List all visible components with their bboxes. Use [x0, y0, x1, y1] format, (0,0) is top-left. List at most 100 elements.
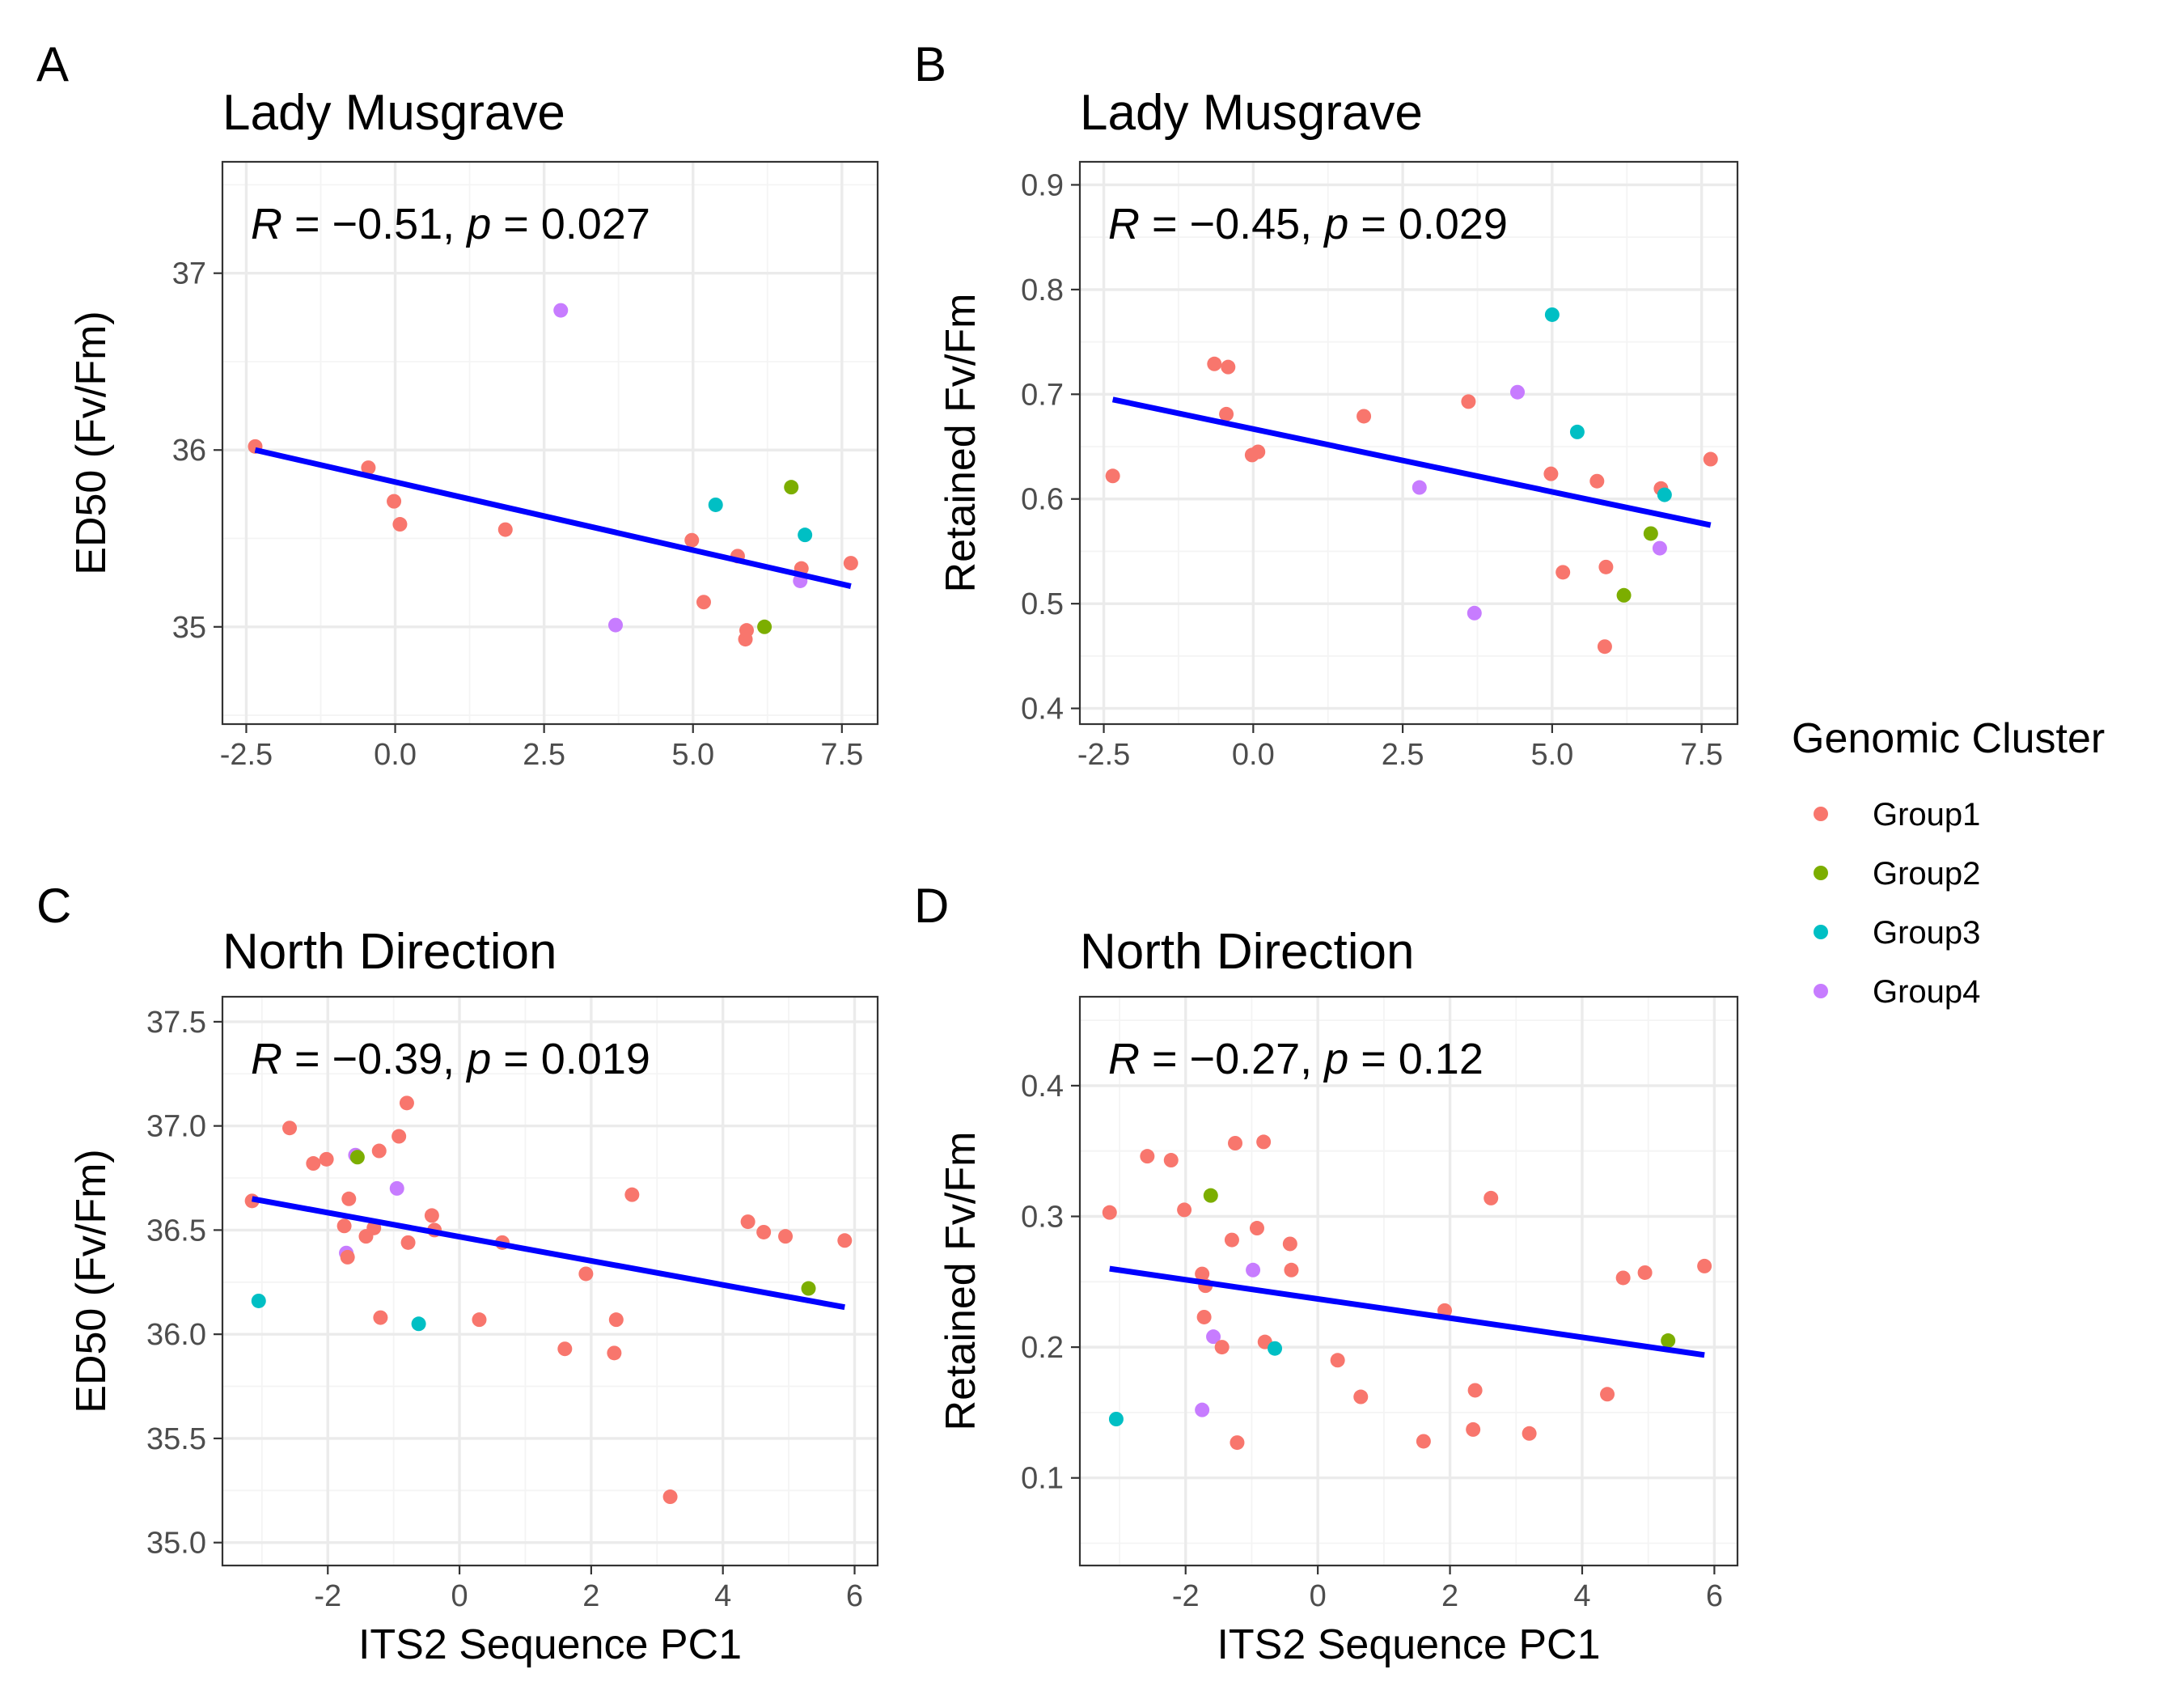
- data-point-group1: [1615, 1270, 1631, 1286]
- data-point-group1: [387, 494, 402, 509]
- data-point-group1: [739, 623, 754, 638]
- data-point-group1: [1597, 639, 1612, 655]
- data-point-group1: [1105, 468, 1120, 484]
- data-point-group1: [1522, 1426, 1537, 1441]
- data-point-group1: [1416, 1434, 1431, 1449]
- x-tick-label: -2.5: [1077, 738, 1130, 772]
- r-symbol: R: [251, 200, 282, 248]
- x-tick-label: 5.0: [671, 738, 714, 772]
- data-point-group2: [1616, 587, 1632, 603]
- legend-key-group3: [1814, 925, 1828, 939]
- legend-key-group4: [1814, 984, 1828, 998]
- data-point-group1: [361, 460, 376, 476]
- plot-frame: [1078, 160, 1739, 726]
- x-tick-label: 2.5: [1382, 738, 1424, 772]
- y-tick-label: 35.5: [146, 1422, 206, 1456]
- data-point-group1: [424, 1208, 439, 1223]
- y-tick-label: 37.0: [146, 1110, 206, 1144]
- x-tick-label: 6: [1706, 1579, 1723, 1613]
- y-tick-label: 36.5: [146, 1214, 206, 1248]
- data-point-group2: [1643, 526, 1658, 541]
- data-point-group4: [1206, 1329, 1221, 1345]
- y-tick-label: 37: [172, 257, 206, 291]
- p-value: = 0.027: [491, 200, 650, 248]
- data-points: [1105, 307, 1718, 655]
- x-tick-label: 2: [582, 1579, 599, 1613]
- data-point-group1: [282, 1121, 298, 1136]
- data-point-group1: [1224, 1232, 1239, 1248]
- data-point-group1: [1330, 1353, 1345, 1368]
- data-points: [248, 303, 858, 647]
- data-points: [244, 1095, 853, 1505]
- plot-frame: [221, 995, 879, 1567]
- x-tick-label: 2.5: [523, 738, 565, 772]
- x-tick-label: 5.0: [1530, 738, 1573, 772]
- data-point-group1: [662, 1489, 678, 1505]
- legend-label-group2: Group2: [1873, 856, 1980, 892]
- data-point-group1: [1256, 1134, 1272, 1150]
- r-value: = −0.27,: [1140, 1035, 1324, 1083]
- r-symbol: R: [1108, 1035, 1140, 1083]
- data-point-group2: [801, 1281, 816, 1296]
- data-point-group1: [1589, 473, 1605, 489]
- x-tick-label: 4: [714, 1579, 731, 1613]
- panel-title: North Direction: [222, 924, 557, 980]
- regression-line: [1111, 396, 1712, 528]
- r-value: = −0.51,: [282, 200, 467, 248]
- y-tick-label: 0.5: [1021, 587, 1064, 621]
- data-point-group1: [1697, 1258, 1712, 1273]
- plot-frame: [221, 160, 879, 726]
- data-point-group1: [371, 1143, 387, 1159]
- panel-b: B Lady Musgrave -2.5 0.0 2.5 5.0 7.5 0.4 0.5 0.6 0…: [914, 37, 1739, 772]
- regression-line: [254, 447, 852, 589]
- panel-letter: A: [36, 37, 69, 91]
- data-point-group1: [756, 1224, 772, 1239]
- data-point-group2: [1203, 1188, 1218, 1203]
- data-point-group1: [392, 1129, 407, 1144]
- correlation-annotation: R = −0.27, p = 0.12: [1108, 1035, 1484, 1083]
- gridlines: [1080, 997, 1737, 1566]
- y-axis-title: ED50 (Fv/Fm): [68, 1149, 115, 1413]
- data-point-group1: [1467, 1383, 1483, 1398]
- y-tick-label: 0.9: [1021, 168, 1064, 202]
- p-value: = 0.029: [1348, 200, 1508, 248]
- data-point-group1: [1484, 1190, 1499, 1205]
- panel-title: Lady Musgrave: [1080, 85, 1423, 141]
- data-point-group1: [578, 1266, 594, 1282]
- y-axis-title: ED50 (Fv/Fm): [68, 311, 115, 574]
- correlation-annotation: R = −0.51, p = 0.027: [251, 200, 650, 248]
- data-point-group1: [1249, 1221, 1264, 1236]
- data-point-group1: [608, 1312, 624, 1328]
- data-point-group4: [1652, 540, 1667, 556]
- data-point-group1: [1230, 1435, 1245, 1451]
- data-point-group1: [1284, 1262, 1299, 1277]
- panel-d: D North Direction -2 0 2 4 6 0.1 0.2 0.3 0.4 Retain…: [914, 879, 1739, 1668]
- data-point-group1: [497, 522, 513, 537]
- x-tick-label: 4: [1573, 1579, 1590, 1613]
- data-point-group1: [1555, 565, 1571, 580]
- data-point-group1: [557, 1341, 573, 1357]
- data-point-group1: [1466, 1421, 1481, 1437]
- legend: Genomic Cluster Group1 Group2 Group3 Group4: [1792, 715, 2105, 1010]
- data-point-group1: [336, 1218, 352, 1234]
- x-tick-label: 0: [451, 1579, 468, 1613]
- data-point-group1: [624, 1187, 640, 1202]
- data-point-group1: [740, 1214, 756, 1230]
- p-symbol: p: [1323, 1035, 1348, 1083]
- x-tick-label: -2: [1172, 1579, 1200, 1613]
- data-point-group3: [1569, 424, 1585, 439]
- data-point-group1: [1177, 1202, 1192, 1218]
- y-tick-label: 0.4: [1021, 1070, 1064, 1104]
- data-point-group1: [1207, 356, 1222, 371]
- y-tick-label: 36.0: [146, 1318, 206, 1352]
- x-tick-label: 0.0: [1232, 738, 1275, 772]
- plot-frame: [1078, 995, 1739, 1567]
- data-point-group1: [1637, 1265, 1653, 1280]
- data-point-group3: [1657, 487, 1672, 502]
- data-point-group1: [684, 532, 700, 548]
- data-point-group4: [1467, 605, 1482, 621]
- data-point-group4: [1510, 384, 1526, 400]
- data-point-group1: [1163, 1153, 1179, 1168]
- regression-line: [252, 1196, 845, 1311]
- p-symbol: p: [1323, 200, 1348, 248]
